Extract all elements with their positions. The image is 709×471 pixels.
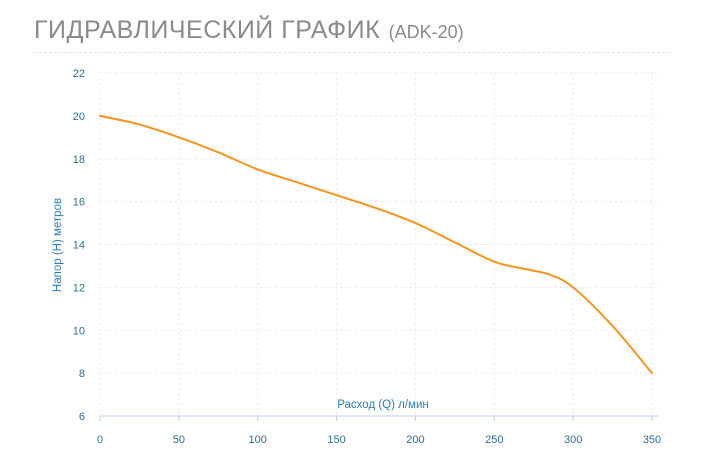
- y-tick-label: 12: [73, 282, 85, 294]
- x-tick-label: 300: [564, 434, 582, 446]
- y-tick-label: 8: [79, 368, 85, 380]
- y-tick-label: 20: [73, 111, 85, 123]
- x-tick-label: 250: [485, 434, 503, 446]
- y-tick-label: 22: [73, 68, 85, 80]
- y-tick-label: 18: [73, 154, 85, 166]
- y-axis-ticks: 6 8 10 12 14 16 18 20 22: [73, 68, 85, 423]
- x-axis-title: Расход (Q) л/мин: [337, 399, 429, 411]
- y-tick-label: 14: [73, 240, 85, 252]
- y-axis-title: Напор (H) метров: [52, 198, 64, 292]
- grid: [99, 72, 658, 416]
- chart-title: ГИДРАВЛИЧЕСКИЙ ГРАФИК (ADK-20): [34, 16, 464, 45]
- x-tick-label: 350: [643, 434, 661, 446]
- chart-title-model: (ADK-20): [388, 22, 464, 42]
- title-divider: [34, 52, 670, 53]
- y-tick-label: 10: [73, 325, 85, 337]
- pump-curve-line: [99, 114, 653, 375]
- x-tick-label: 200: [406, 434, 424, 446]
- x-tick-label: 100: [249, 434, 267, 446]
- x-tick-label: 50: [173, 434, 185, 446]
- chart-title-main: ГИДРАВЛИЧЕСКИЙ ГРАФИК: [34, 16, 381, 44]
- x-axis-ticks: 0 50 100 150 200 250 300 350: [97, 416, 661, 446]
- y-tick-label: 6: [79, 411, 85, 423]
- x-tick-label: 0: [97, 434, 103, 446]
- y-tick-label: 16: [73, 197, 85, 209]
- x-tick-label: 150: [327, 434, 345, 446]
